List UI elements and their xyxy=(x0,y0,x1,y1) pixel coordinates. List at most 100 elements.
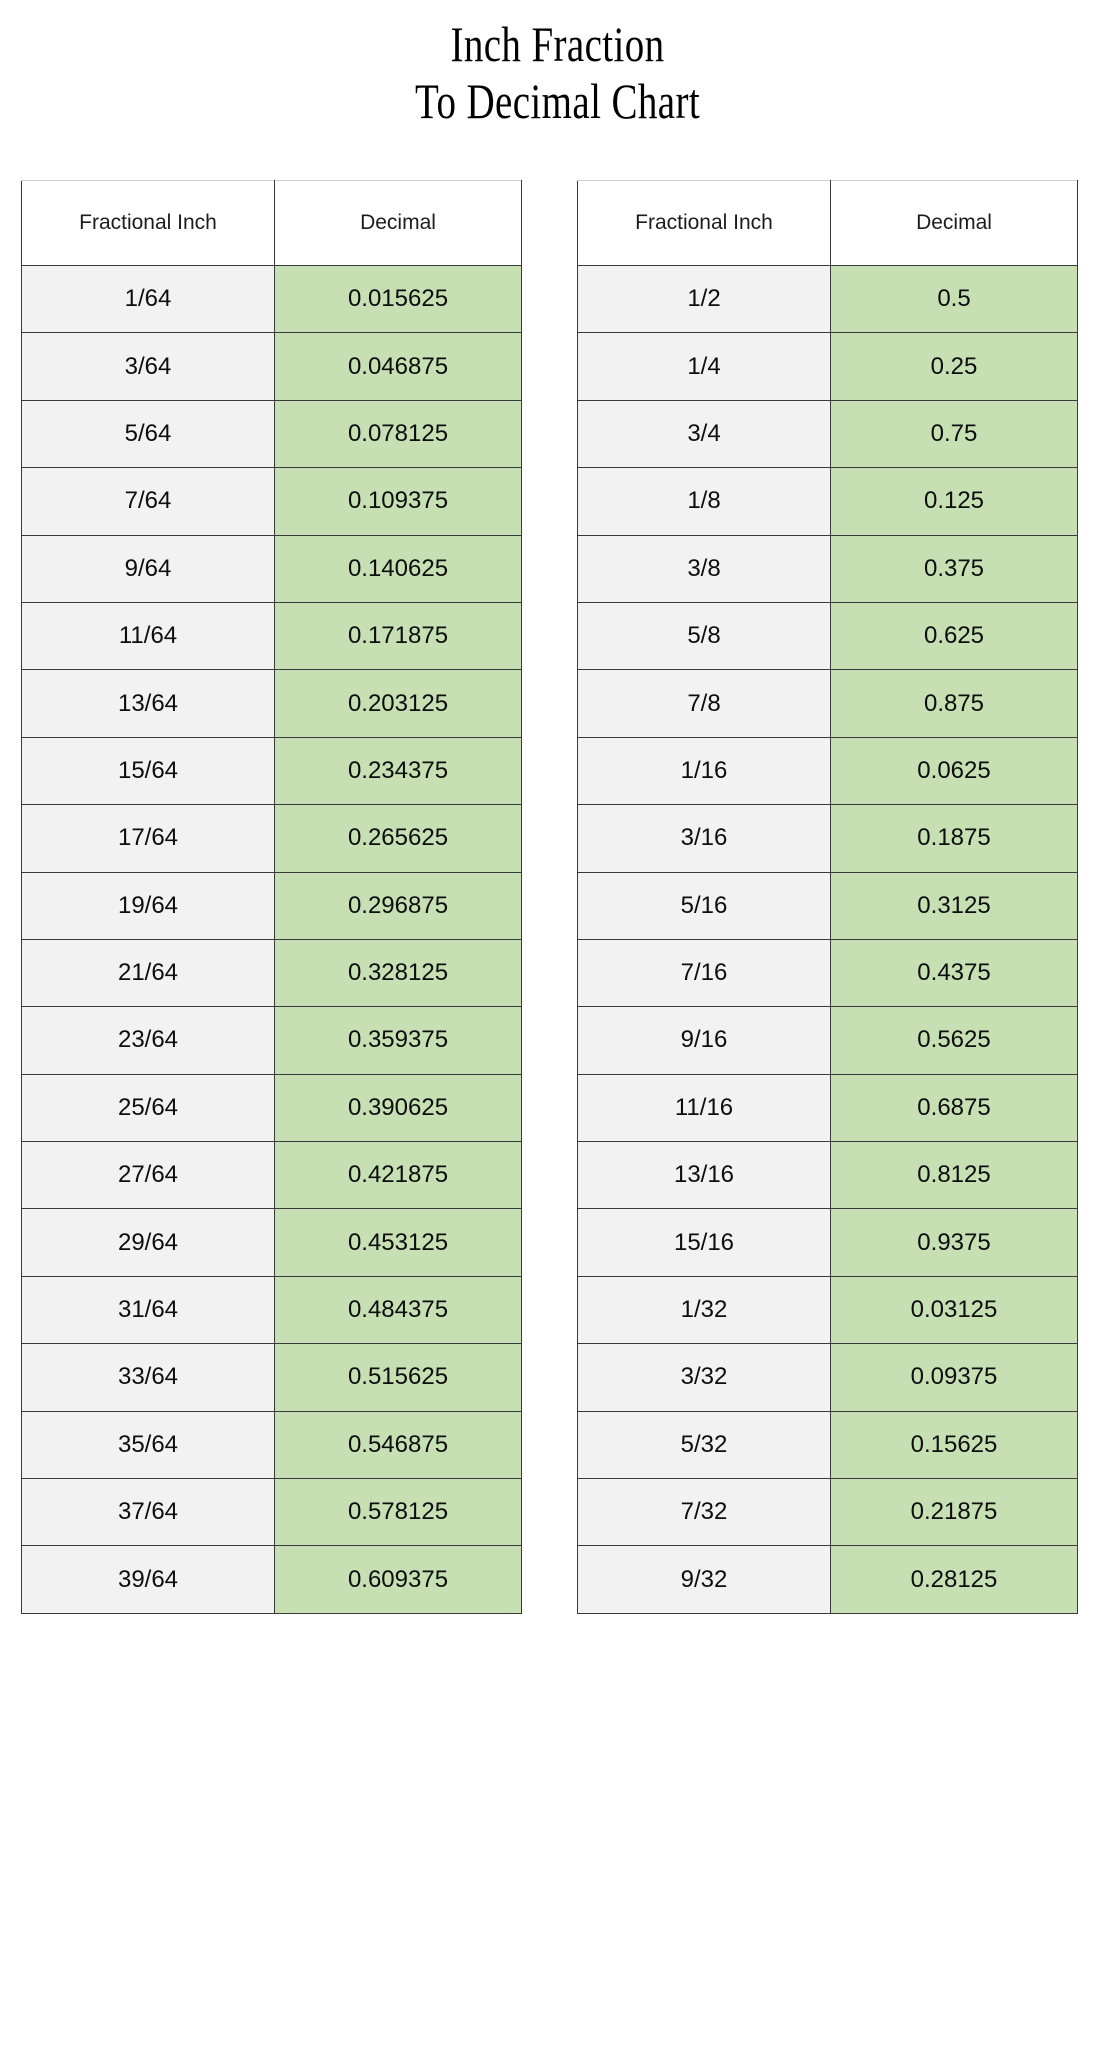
cell-fractional-inch: 1/8 xyxy=(577,467,831,536)
table-row: 25/64 0.390625 xyxy=(21,1073,522,1143)
cell-decimal: 0.15625 xyxy=(830,1410,1078,1480)
cell-decimal: 0.21875 xyxy=(830,1478,1078,1547)
cell-decimal: 0.3125 xyxy=(830,871,1078,940)
table-row: 9/32 0.28125 xyxy=(577,1545,1078,1614)
cell-fractional-inch: 11/64 xyxy=(21,601,275,671)
table-row: 23/64 0.359375 xyxy=(21,1006,522,1075)
table-row: 31/64 0.484375 xyxy=(21,1275,522,1345)
cell-decimal: 0.140625 xyxy=(274,534,522,603)
cell-fractional-inch: 21/64 xyxy=(21,938,275,1008)
cell-decimal: 0.0625 xyxy=(830,736,1078,806)
table-row: 9/64 0.140625 xyxy=(21,534,522,603)
cell-fractional-inch: 5/16 xyxy=(577,871,831,940)
cell-fractional-inch: 1/4 xyxy=(577,332,831,401)
table-row: 39/64 0.609375 xyxy=(21,1545,522,1614)
cell-fractional-inch: 5/32 xyxy=(577,1410,831,1480)
table-row: 1/32 0.03125 xyxy=(577,1275,1078,1345)
column-header-decimal: Decimal xyxy=(830,180,1078,266)
cell-fractional-inch: 15/64 xyxy=(21,736,275,806)
table-row: 1/4 0.25 xyxy=(577,332,1078,401)
table-row: 35/64 0.546875 xyxy=(21,1410,522,1480)
cell-decimal: 0.5625 xyxy=(830,1006,1078,1075)
table-row: 37/64 0.578125 xyxy=(21,1478,522,1547)
cell-fractional-inch: 15/16 xyxy=(577,1208,831,1277)
cell-decimal: 0.453125 xyxy=(274,1208,522,1277)
table-body-2: 1/2 0.5 1/4 0.25 3/4 0.75 1/8 0.125 3/8 0.375 5/8 0… xyxy=(577,264,1078,1614)
cell-decimal: 0.5 xyxy=(830,264,1078,334)
table-row: 29/64 0.453125 xyxy=(21,1208,522,1277)
cell-fractional-inch: 1/32 xyxy=(577,1275,831,1345)
table-row: 5/32 0.15625 xyxy=(577,1410,1078,1480)
cell-decimal: 0.25 xyxy=(830,332,1078,401)
cell-fractional-inch: 31/64 xyxy=(21,1275,275,1345)
cell-fractional-inch: 13/16 xyxy=(577,1141,831,1210)
cell-decimal: 0.078125 xyxy=(274,399,522,469)
cell-fractional-inch: 25/64 xyxy=(21,1073,275,1143)
table-row: 7/8 0.875 xyxy=(577,669,1078,738)
cell-fractional-inch: 7/64 xyxy=(21,467,275,536)
cell-decimal: 0.015625 xyxy=(274,264,522,334)
cell-decimal: 0.9375 xyxy=(830,1208,1078,1277)
table-row: 21/64 0.328125 xyxy=(21,938,522,1008)
table-row: 13/16 0.8125 xyxy=(577,1141,1078,1210)
column-header-fractional-inch: Fractional Inch xyxy=(577,180,831,266)
cell-fractional-inch: 9/64 xyxy=(21,534,275,603)
table-row: 13/64 0.203125 xyxy=(21,669,522,738)
cell-fractional-inch: 3/32 xyxy=(577,1343,831,1412)
cell-decimal: 0.265625 xyxy=(274,804,522,873)
cell-decimal: 0.296875 xyxy=(274,871,522,940)
table-row: 3/32 0.09375 xyxy=(577,1343,1078,1412)
cell-decimal: 0.875 xyxy=(830,669,1078,738)
cell-decimal: 0.75 xyxy=(830,399,1078,469)
charts-container: Fractional Inch Decimal 1/64 0.015625 3/64… xyxy=(0,180,1115,1614)
cell-fractional-inch: 9/16 xyxy=(577,1006,831,1075)
cell-fractional-inch: 7/8 xyxy=(577,669,831,738)
table-row: 3/16 0.1875 xyxy=(577,804,1078,873)
table-row: 5/8 0.625 xyxy=(577,601,1078,671)
cell-fractional-inch: 17/64 xyxy=(21,804,275,873)
table-row: 33/64 0.515625 xyxy=(21,1343,522,1412)
table-row: 19/64 0.296875 xyxy=(21,871,522,940)
cell-decimal: 0.484375 xyxy=(274,1275,522,1345)
cell-fractional-inch: 7/32 xyxy=(577,1478,831,1547)
cell-fractional-inch: 1/16 xyxy=(577,736,831,806)
table-body-1: 1/64 0.015625 3/64 0.046875 5/64 0.078125 7/64… xyxy=(21,264,522,1614)
table-row: 3/64 0.046875 xyxy=(21,332,522,401)
table-header-row: Fractional Inch Decimal xyxy=(577,180,1078,266)
table-row: 3/4 0.75 xyxy=(577,399,1078,469)
cell-decimal: 0.609375 xyxy=(274,1545,522,1614)
cell-fractional-inch: 29/64 xyxy=(21,1208,275,1277)
cell-fractional-inch: 3/64 xyxy=(21,332,275,401)
cell-decimal: 0.09375 xyxy=(830,1343,1078,1412)
table-row: 15/16 0.9375 xyxy=(577,1208,1078,1277)
cell-fractional-inch: 3/8 xyxy=(577,534,831,603)
cell-decimal: 0.390625 xyxy=(274,1073,522,1143)
cell-fractional-inch: 11/16 xyxy=(577,1073,831,1143)
cell-decimal: 0.03125 xyxy=(830,1275,1078,1345)
cell-decimal: 0.375 xyxy=(830,534,1078,603)
table-row: 1/8 0.125 xyxy=(577,467,1078,536)
cell-decimal: 0.546875 xyxy=(274,1410,522,1480)
page-title: Inch Fraction To Decimal Chart xyxy=(414,16,701,129)
cell-fractional-inch: 23/64 xyxy=(21,1006,275,1075)
table-row: 7/16 0.4375 xyxy=(577,938,1078,1008)
table-row: 27/64 0.421875 xyxy=(21,1141,522,1210)
cell-fractional-inch: 7/16 xyxy=(577,938,831,1008)
cell-decimal: 0.28125 xyxy=(830,1545,1078,1614)
table-row: 1/2 0.5 xyxy=(577,264,1078,334)
table-row: 3/8 0.375 xyxy=(577,534,1078,603)
cell-fractional-inch: 3/16 xyxy=(577,804,831,873)
fraction-table-1: Fractional Inch Decimal 1/64 0.015625 3/64… xyxy=(21,180,522,1614)
column-header-decimal: Decimal xyxy=(274,180,522,266)
table-row: 7/32 0.21875 xyxy=(577,1478,1078,1547)
cell-decimal: 0.6875 xyxy=(830,1073,1078,1143)
cell-decimal: 0.1875 xyxy=(830,804,1078,873)
cell-fractional-inch: 33/64 xyxy=(21,1343,275,1412)
cell-decimal: 0.234375 xyxy=(274,736,522,806)
table-row: 5/64 0.078125 xyxy=(21,399,522,469)
cell-fractional-inch: 39/64 xyxy=(21,1545,275,1614)
cell-fractional-inch: 35/64 xyxy=(21,1410,275,1480)
cell-fractional-inch: 5/8 xyxy=(577,601,831,671)
cell-fractional-inch: 5/64 xyxy=(21,399,275,469)
cell-fractional-inch: 13/64 xyxy=(21,669,275,738)
